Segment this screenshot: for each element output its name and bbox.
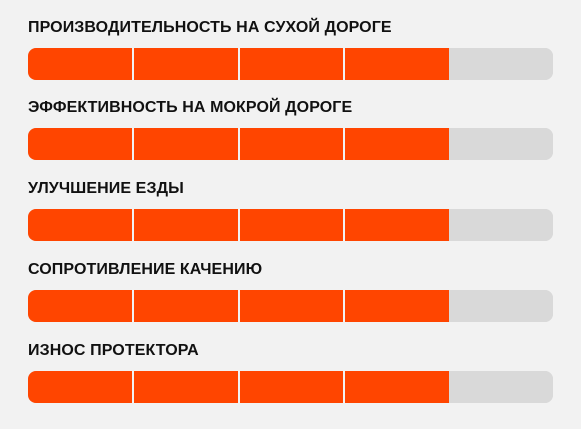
rating-segment-filled — [28, 209, 134, 241]
rating-bar — [28, 209, 553, 241]
rating-segment-filled — [133, 128, 240, 160]
rating-label: ИЗНОС ПРОТЕКТОРА — [28, 342, 199, 359]
rating-bar — [28, 48, 553, 80]
rating-label: ПРОИЗВОДИТЕЛЬНОСТЬ НА СУХОЙ ДОРОГЕ — [28, 19, 392, 36]
rating-segment-filled — [345, 209, 450, 241]
rating-segment-filled — [239, 128, 346, 160]
rating-segment-filled — [133, 290, 240, 322]
rating-segment-empty — [449, 48, 553, 80]
rating-segment-filled — [239, 209, 346, 241]
rating-segment-empty — [449, 209, 553, 241]
rating-segment-filled — [133, 48, 240, 80]
rating-segment-filled — [239, 371, 346, 403]
rating-bar — [28, 371, 553, 403]
rating-segment-filled — [345, 48, 450, 80]
rating-dry-performance: ПРОИЗВОДИТЕЛЬНОСТЬ НА СУХОЙ ДОРОГЕ — [28, 19, 553, 80]
rating-rolling-resistance: СОПРОТИВЛЕНИЕ КАЧЕНИЮ — [28, 261, 553, 322]
rating-segment-filled — [345, 128, 450, 160]
rating-label: ЭФФЕКТИВНОСТЬ НА МОКРОЙ ДОРОГЕ — [28, 99, 353, 116]
rating-segment-filled — [345, 290, 450, 322]
rating-segment-filled — [133, 371, 240, 403]
rating-segment-filled — [239, 290, 346, 322]
rating-ride-comfort: УЛУЧШЕНИЕ ЕЗДЫ — [28, 180, 553, 241]
rating-segment-empty — [449, 371, 553, 403]
rating-label: УЛУЧШЕНИЕ ЕЗДЫ — [28, 180, 184, 197]
rating-segment-filled — [28, 48, 134, 80]
rating-segment-filled — [345, 371, 450, 403]
rating-wet-performance: ЭФФЕКТИВНОСТЬ НА МОКРОЙ ДОРОГЕ — [28, 99, 553, 160]
rating-segment-filled — [28, 371, 134, 403]
rating-label: СОПРОТИВЛЕНИЕ КАЧЕНИЮ — [28, 261, 263, 278]
rating-bar — [28, 290, 553, 322]
rating-tread-wear: ИЗНОС ПРОТЕКТОРА — [28, 342, 553, 403]
rating-bar — [28, 128, 553, 160]
rating-segment-empty — [449, 128, 553, 160]
rating-segment-filled — [28, 128, 134, 160]
rating-segment-filled — [133, 209, 240, 241]
rating-segment-filled — [28, 290, 134, 322]
rating-segment-empty — [449, 290, 553, 322]
rating-segment-filled — [239, 48, 346, 80]
